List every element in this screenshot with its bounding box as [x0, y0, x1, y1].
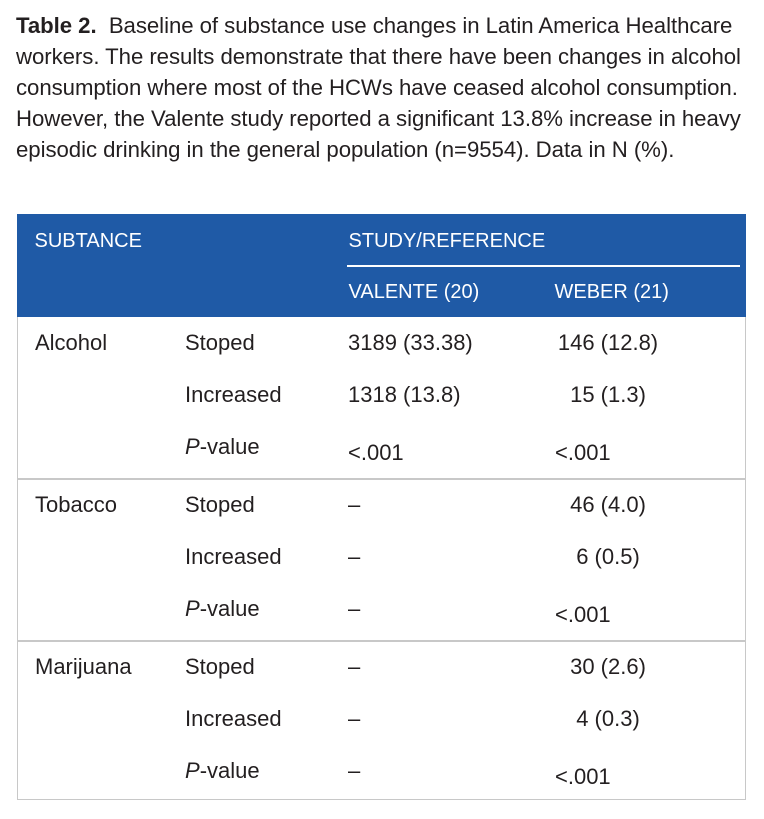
group-alcohol: Alcohol Stoped 3189 (33.38) 146 (12.8) I…: [18, 317, 745, 478]
valente-cell: 3189 (33.38): [348, 330, 473, 355]
weber-cell: 15 (1.3): [570, 382, 646, 407]
weber-cell: <.001: [555, 602, 611, 627]
variable-cell: Stoped: [185, 654, 255, 679]
variable-cell: Stoped: [185, 492, 255, 517]
substance-use-table: SUBTANCE STUDY/REFERENCE VALENTE (20) WE…: [16, 214, 746, 802]
valente-cell: 1318 (13.8): [348, 382, 461, 407]
valente-cell: –: [348, 544, 361, 569]
substance-cell: Alcohol: [35, 330, 108, 355]
row-divider: [18, 478, 745, 480]
caption-label: Table 2.: [16, 13, 97, 38]
p-suffix: -value: [199, 758, 260, 783]
weber-cell: 6 (0.5): [576, 544, 640, 569]
header-divider: [346, 265, 740, 267]
group-marijuana: Marijuana Stoped – 30 (2.6) Increased – …: [18, 641, 745, 802]
valente-cell: –: [348, 706, 361, 731]
weber-cell: 46 (4.0): [570, 492, 646, 517]
weber-cell: 4 (0.3): [576, 706, 640, 731]
header-weber: WEBER (21): [554, 281, 669, 303]
weber-cell: <.001: [555, 440, 611, 465]
substance-cell: Marijuana: [35, 654, 132, 679]
header-valente: VALENTE (20): [348, 281, 480, 303]
p-value-label: P-value: [185, 596, 260, 622]
header-study-reference: STUDY/REFERENCE: [348, 230, 546, 252]
p-value-label: P-value: [185, 758, 260, 784]
valente-cell: –: [348, 492, 361, 517]
p-italic: P: [185, 596, 200, 621]
caption-text: Baseline of substance use changes in Lat…: [16, 13, 741, 162]
p-suffix: -value: [199, 434, 260, 459]
valente-cell: –: [348, 596, 361, 621]
table-header: SUBTANCE STUDY/REFERENCE VALENTE (20) WE…: [16, 214, 746, 317]
p-suffix: -value: [199, 596, 260, 621]
p-value-label: P-value: [185, 434, 260, 460]
variable-cell: Stoped: [185, 330, 255, 355]
weber-cell: 146 (12.8): [557, 330, 659, 355]
weber-cell: 30 (2.6): [570, 654, 646, 679]
table-caption: Table 2. Baseline of substance use chang…: [16, 10, 751, 165]
valente-cell: –: [348, 758, 361, 783]
variable-cell: Increased: [185, 382, 282, 407]
group-tobacco: Tobacco Stoped – 46 (4.0) Increased – 6 …: [18, 479, 745, 640]
p-italic: P: [185, 758, 200, 783]
valente-cell: –: [348, 654, 361, 679]
weber-cell: <.001: [555, 764, 611, 789]
row-divider: [18, 640, 745, 642]
variable-cell: Increased: [185, 544, 282, 569]
p-italic: P: [185, 434, 200, 459]
valente-cell: <.001: [348, 440, 404, 465]
header-substance: SUBTANCE: [34, 230, 142, 252]
variable-cell: Increased: [185, 706, 282, 731]
substance-cell: Tobacco: [35, 492, 117, 517]
